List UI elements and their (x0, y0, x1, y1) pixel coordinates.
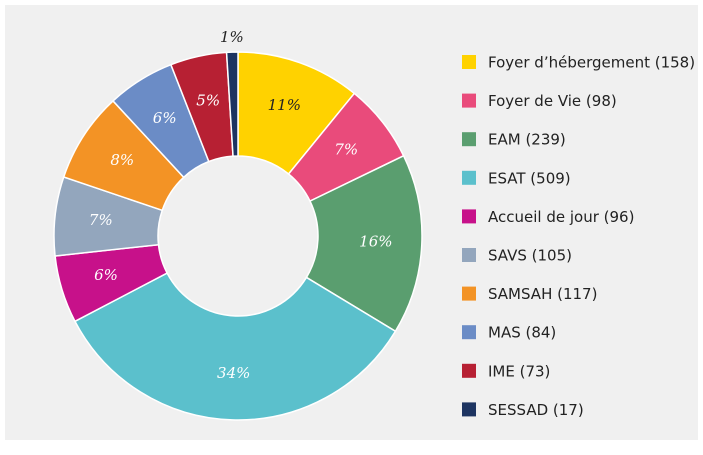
legend-label: SESSAD (17) (488, 401, 584, 419)
legend-label: Accueil de jour (96) (488, 208, 634, 226)
legend-label: Foyer d’hébergement (158) (488, 54, 695, 72)
legend-swatch (462, 248, 476, 262)
legend-swatch (462, 286, 476, 301)
value-label: 7% (334, 140, 358, 158)
value-label: 16% (359, 232, 392, 250)
legend-swatch (462, 93, 476, 108)
value-label: 7% (89, 211, 113, 229)
legend-swatch (462, 363, 476, 378)
value-label: 34% (217, 364, 250, 382)
legend-label: IME (73) (488, 362, 550, 380)
legend-label: ESAT (509) (488, 169, 571, 187)
legend-swatch (462, 170, 476, 185)
legend-swatch (462, 55, 476, 69)
legend-label: EAM (239) (488, 131, 566, 149)
legend-swatch (462, 402, 476, 417)
legend-label: Foyer de Vie (98) (488, 92, 617, 110)
slice (73, 272, 397, 421)
value-label: 1% (220, 28, 244, 46)
legend-swatch (462, 209, 476, 224)
value-label: 8% (110, 151, 134, 169)
value-label: 11% (268, 96, 301, 114)
legend-swatch (462, 325, 476, 340)
legend-label: SAMSAH (117) (488, 285, 597, 303)
legend-label: MAS (84) (488, 324, 556, 342)
legend-label: SAVS (105) (488, 247, 572, 265)
value-label: 6% (153, 109, 177, 127)
slice (305, 154, 423, 333)
value-label: 6% (94, 266, 118, 284)
slice (225, 51, 239, 157)
value-label: 5% (196, 91, 220, 109)
legend-swatch (462, 132, 476, 147)
